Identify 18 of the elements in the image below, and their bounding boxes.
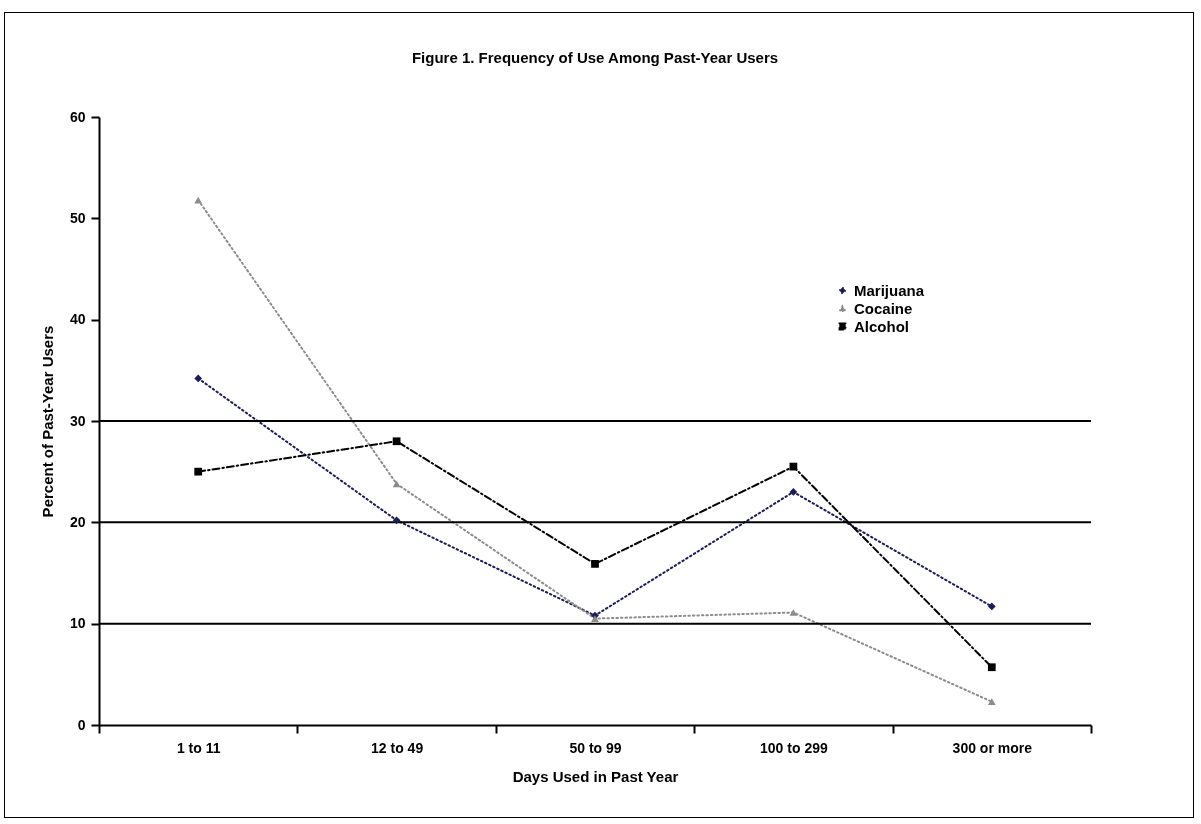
x-tick-label: 12 to 49 (371, 739, 424, 756)
y-tick-label: 20 (69, 513, 86, 530)
y-tick-label: 30 (69, 412, 86, 429)
y-tick-label: 10 (69, 615, 86, 632)
legend-label: Cocaine (854, 299, 913, 317)
x-tick-label: 1 to 11 (176, 739, 221, 756)
y-tick-label: 60 (69, 108, 86, 125)
y-axis-title: Percent of Past-Year Users (38, 325, 56, 518)
chart-title: Figure 1. Frequency of Use Among Past-Year Users (411, 49, 779, 66)
y-tick-label: 40 (69, 311, 86, 328)
y-tick-label: 0 (77, 716, 86, 733)
y-tick-label: 50 (69, 209, 86, 226)
legend-label: Marijuana (854, 281, 925, 299)
legend-label: Alcohol (854, 317, 909, 335)
x-tick-label: 300 or more (952, 739, 1033, 756)
x-tick-label: 100 to 299 (760, 739, 828, 756)
x-tick-label: 50 to 99 (569, 739, 622, 756)
x-axis-title: Days Used in Past Year (512, 767, 679, 785)
